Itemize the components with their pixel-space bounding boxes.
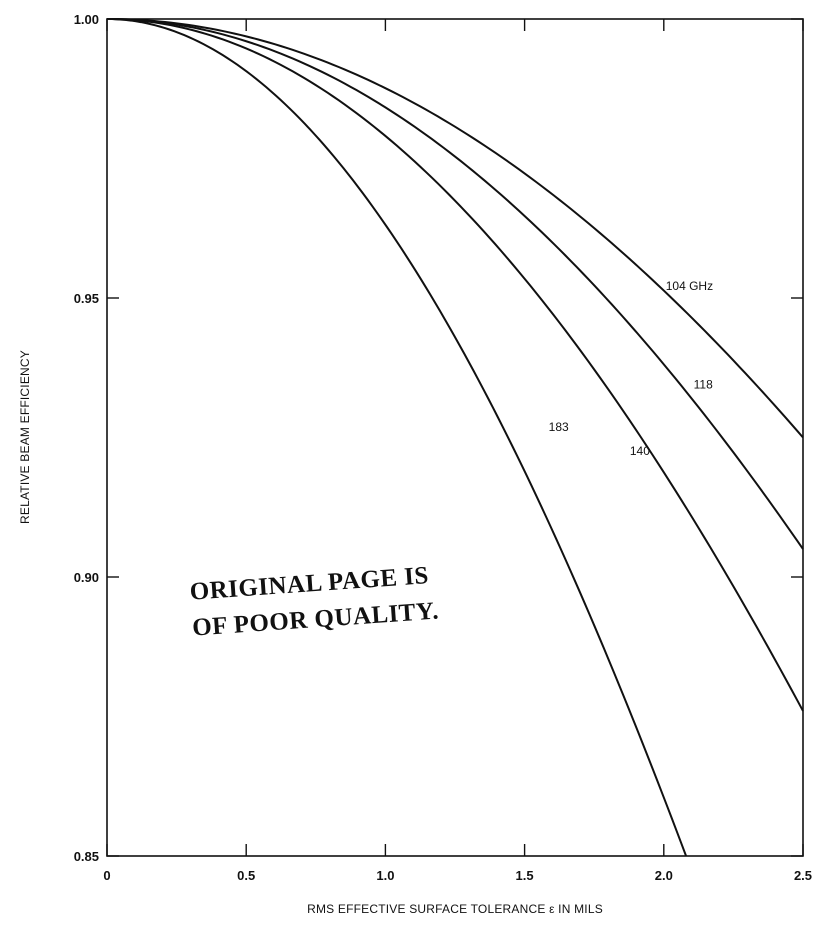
stamp-line-1: ORIGINAL PAGE IS [189, 562, 430, 606]
y-tick-label-0: 0.85 [74, 849, 99, 864]
x-tick-label-1: 0.5 [237, 868, 255, 883]
y-axis-title: RELATIVE BEAM EFFICIENCY [18, 350, 32, 524]
series-labels: 104 GHz 118 140 183 [549, 279, 713, 458]
x-tick-label-2: 1.0 [376, 868, 394, 883]
series-label-1: 118 [694, 377, 713, 391]
series-label-0: 104 GHz [666, 279, 713, 293]
y-tick-label-2: 0.95 [74, 291, 99, 306]
x-tick-label-5: 2.5 [794, 868, 812, 883]
series-curve-3 [106, 18, 688, 857]
series-curve-0 [106, 18, 804, 439]
y-tick-labels: 0.85 0.90 0.95 1.00 [74, 12, 99, 864]
x-tick-label-0: 0 [103, 868, 110, 883]
x-tick-label-3: 1.5 [516, 868, 534, 883]
series-curve-1 [106, 18, 804, 550]
plot-frame [106, 18, 804, 857]
stamp-line-2: OF POOR QUALITY. [191, 597, 439, 641]
series-label-2: 140 [630, 444, 650, 458]
x-tick-labels: 0 0.5 1.0 1.5 2.0 2.5 [103, 868, 812, 883]
axis-ticks [106, 18, 804, 857]
y-tick-label-1: 0.90 [74, 570, 99, 585]
series-label-3: 183 [549, 420, 569, 434]
series-curve-2 [106, 18, 804, 712]
x-axis-title: RMS EFFECTIVE SURFACE TOLERANCE ε IN MIL… [307, 902, 603, 916]
x-tick-label-4: 2.0 [655, 868, 673, 883]
series-curves [106, 18, 804, 857]
y-tick-label-3: 1.00 [74, 12, 99, 27]
quality-stamp: ORIGINAL PAGE IS OF POOR QUALITY. [189, 562, 440, 642]
